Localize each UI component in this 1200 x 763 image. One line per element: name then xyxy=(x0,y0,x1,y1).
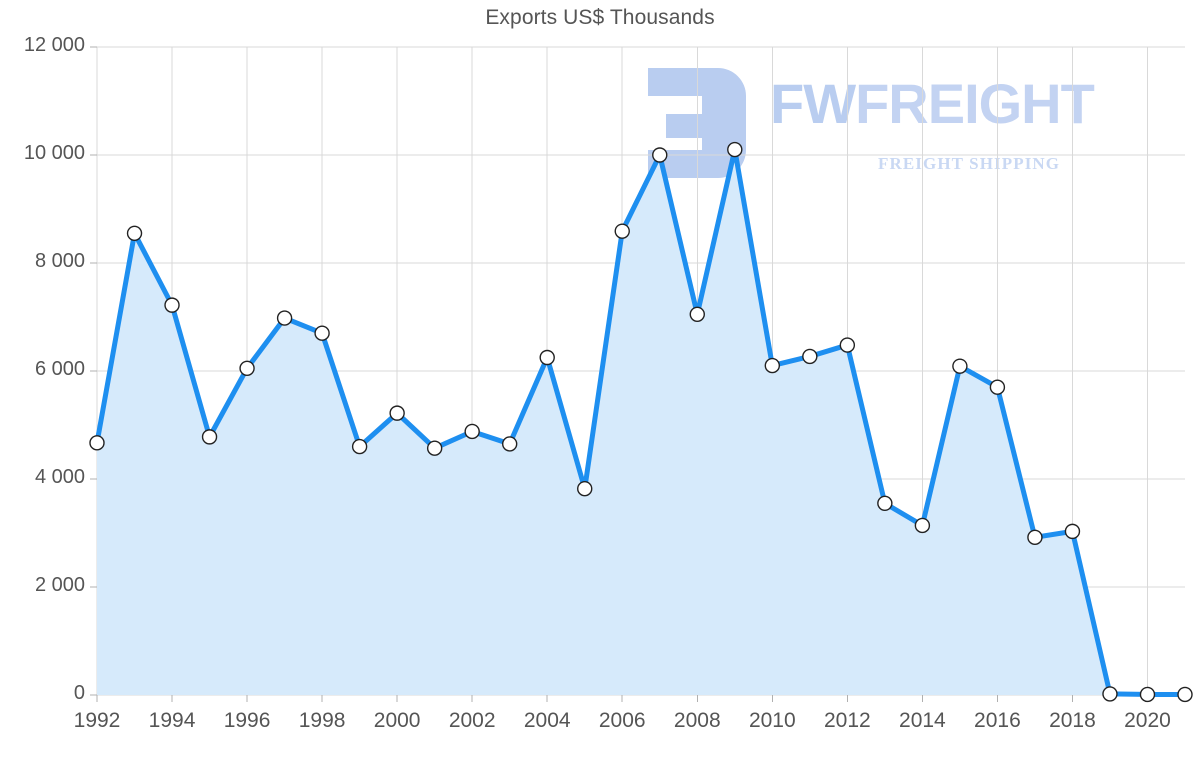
x-axis-tick-label: 2008 xyxy=(673,709,721,732)
data-point[interactable] xyxy=(276,310,293,326)
data-markers xyxy=(89,141,1193,703)
data-point[interactable] xyxy=(351,438,368,455)
x-axis-tick-label: 2002 xyxy=(448,709,496,732)
y-axis-tick-label: 4 000 xyxy=(34,466,85,488)
x-axis-tick-label: 2004 xyxy=(523,709,571,732)
data-point[interactable] xyxy=(1139,686,1156,703)
data-point[interactable] xyxy=(164,297,180,313)
x-axis-tick-label: 1996 xyxy=(223,709,271,732)
data-point[interactable] xyxy=(389,405,405,421)
data-point[interactable] xyxy=(426,440,443,456)
y-axis-tick-label: 2 000 xyxy=(34,574,85,596)
y-axis-tick-label: 6 000 xyxy=(34,358,85,380)
data-point[interactable] xyxy=(1027,529,1043,546)
x-axis-tick-label: 2018 xyxy=(1049,709,1096,732)
x-axis-tick-label: 2006 xyxy=(598,709,646,732)
data-point[interactable] xyxy=(764,357,781,374)
x-axis-tick-label: 2000 xyxy=(373,709,421,732)
data-point[interactable] xyxy=(314,325,330,341)
data-point[interactable] xyxy=(501,436,518,452)
data-line xyxy=(94,147,1188,697)
data-point[interactable] xyxy=(1102,686,1118,702)
data-point[interactable] xyxy=(989,379,1006,395)
tick-marks xyxy=(90,46,1148,702)
data-point[interactable] xyxy=(1177,686,1193,703)
x-axis-tick-label: 1994 xyxy=(148,709,196,732)
x-axis-tick-label: 1992 xyxy=(73,709,121,732)
data-point[interactable] xyxy=(689,306,705,322)
data-point[interactable] xyxy=(914,517,931,534)
data-point[interactable] xyxy=(652,147,668,163)
data-point[interactable] xyxy=(239,360,255,376)
data-point[interactable] xyxy=(201,429,218,445)
y-axis-tick-label: 10 000 xyxy=(23,142,85,164)
x-axis-tick-label: 1998 xyxy=(298,709,346,732)
x-axis-tick-label: 2014 xyxy=(899,709,946,732)
x-axis-tick-label: 2020 xyxy=(1124,709,1171,732)
area-fill xyxy=(97,149,1185,696)
y-axis-tick-label: 8 000 xyxy=(34,250,85,272)
data-point[interactable] xyxy=(89,435,105,451)
data-point[interactable] xyxy=(577,481,593,497)
x-axis-tick-label: 2012 xyxy=(823,709,871,732)
data-point[interactable] xyxy=(1064,523,1081,540)
data-point[interactable] xyxy=(464,423,480,440)
data-point[interactable] xyxy=(952,358,968,374)
y-axis-tick-label: 12 000 xyxy=(23,34,85,56)
data-point[interactable] xyxy=(877,495,893,511)
data-point[interactable] xyxy=(539,349,555,366)
x-axis-tick-label: 2016 xyxy=(974,709,1021,732)
chart-title: Exports US$ Thousands xyxy=(485,6,715,29)
data-point[interactable] xyxy=(614,223,630,239)
data-point[interactable] xyxy=(839,337,856,353)
data-point[interactable] xyxy=(727,141,743,158)
data-point[interactable] xyxy=(802,348,818,365)
data-point[interactable] xyxy=(126,225,143,242)
x-axis-tick-label: 2010 xyxy=(748,709,796,732)
y-axis-tick-label: 0 xyxy=(73,682,85,704)
